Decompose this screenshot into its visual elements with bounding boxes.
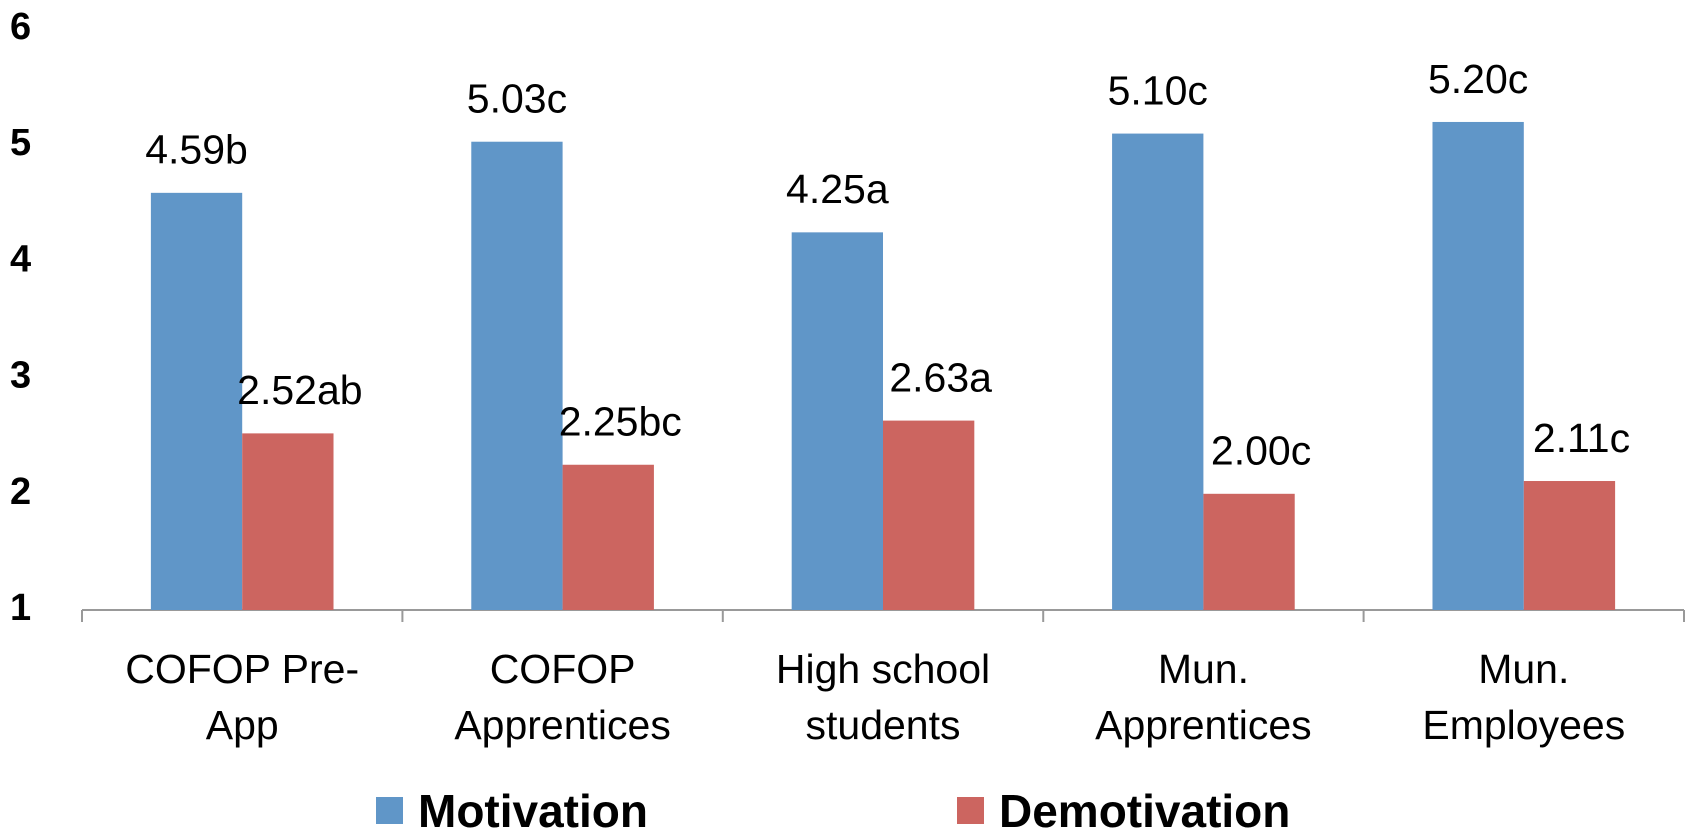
legend-swatch <box>957 797 984 824</box>
bar <box>1432 121 1524 611</box>
bar <box>791 232 883 610</box>
legend-label: Demotivation <box>999 785 1290 837</box>
x-tick-label: Employees <box>1422 702 1625 748</box>
value-label: 2.63a <box>889 354 992 400</box>
x-tick-label: COFOP Pre- <box>125 646 359 692</box>
x-tick-label: Mun. <box>1158 646 1249 692</box>
x-tick-label: App <box>206 702 279 748</box>
value-label: 2.11c <box>1533 415 1630 461</box>
bar <box>1112 133 1204 610</box>
bar <box>150 192 243 611</box>
bar <box>471 141 563 611</box>
value-label: 2.25bc <box>559 399 682 445</box>
value-label: 2.52ab <box>237 367 362 413</box>
y-tick-label: 4 <box>10 238 31 280</box>
x-tick-label: Apprentices <box>454 702 671 748</box>
y-tick-label: 2 <box>10 471 31 513</box>
bar <box>1203 493 1295 610</box>
x-tick-label: Mun. <box>1478 646 1569 692</box>
bar <box>562 464 654 610</box>
y-tick-label: 5 <box>10 122 31 164</box>
x-tick-label: Apprentices <box>1095 702 1312 748</box>
x-tick-label: students <box>806 702 961 748</box>
x-tick-label: High school <box>776 646 990 692</box>
x-tick-label: COFOP <box>490 646 636 692</box>
value-label: 5.20c <box>1428 56 1528 102</box>
value-label: 4.25a <box>786 166 889 212</box>
legend-swatch <box>376 797 403 824</box>
y-tick-label: 1 <box>10 587 31 629</box>
value-label: 2.00c <box>1211 428 1311 474</box>
bar <box>1523 481 1616 610</box>
value-label: 4.59b <box>145 127 248 173</box>
value-label: 5.03c <box>467 76 567 122</box>
value-label: 5.10c <box>1108 67 1208 113</box>
bar <box>242 433 334 610</box>
legend-label: Motivation <box>418 785 648 837</box>
y-tick-label: 6 <box>10 6 31 48</box>
y-tick-label: 3 <box>10 355 31 397</box>
bar <box>883 420 975 610</box>
